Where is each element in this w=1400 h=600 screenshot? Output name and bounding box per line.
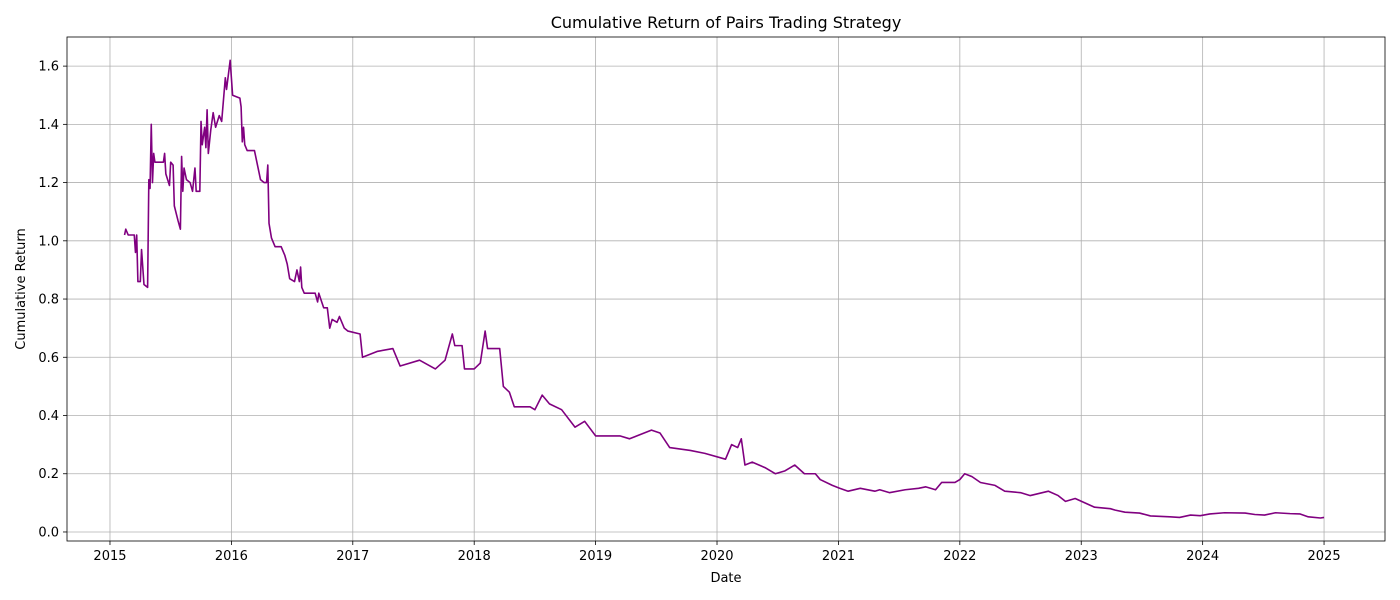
x-tick-label: 2021: [822, 549, 855, 564]
y-tick-label: 0.0: [38, 525, 59, 540]
y-axis-label: Cumulative Return: [14, 228, 29, 349]
y-tick-label: 1.2: [38, 176, 59, 191]
y-tick-label: 0.4: [38, 409, 59, 424]
x-tick-label: 2018: [458, 549, 491, 564]
x-tick-label: 2025: [1308, 549, 1341, 564]
x-tick-label: 2024: [1186, 549, 1219, 564]
y-tick-label: 1.6: [38, 60, 59, 75]
y-tick-label: 0.2: [38, 467, 59, 482]
x-tick-label: 2023: [1065, 549, 1098, 564]
plot-area: 0.0 0.2 0.4 0.6 0.8 1.0 1.2 1.4 1.6 2015 2016 2017 2…: [38, 37, 1385, 564]
y-tick-label: 1.4: [38, 118, 59, 133]
line-series: [123, 59, 1325, 519]
x-axis-label: Date: [710, 571, 741, 586]
x-tick-label: 2016: [215, 549, 248, 564]
chart-title: Cumulative Return of Pairs Trading Strat…: [551, 13, 902, 32]
x-tick-label: 2015: [93, 549, 126, 564]
x-tick-label: 2020: [700, 549, 733, 564]
plot-frame: [66, 36, 1386, 542]
y-tick-label: 1.0: [38, 234, 59, 249]
x-tick-label: 2022: [943, 549, 976, 564]
x-tick-label: 2019: [579, 549, 612, 564]
y-tick-label: 0.6: [38, 351, 59, 366]
x-tick-label: 2017: [336, 549, 369, 564]
y-tick-label: 0.8: [38, 293, 59, 308]
